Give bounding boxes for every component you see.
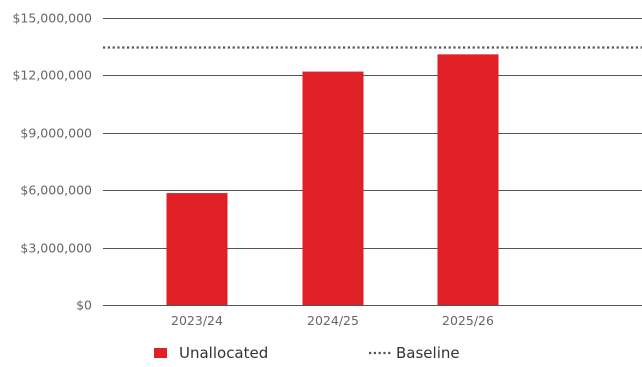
- y-tick-label: $12,000,000: [12, 68, 92, 83]
- x-tick-label: 2025/26: [442, 313, 494, 328]
- x-tick-label: 2023/24: [171, 313, 223, 328]
- legend-label-unallocated: Unallocated: [179, 344, 268, 362]
- legend: Unallocated Baseline: [154, 344, 460, 362]
- y-axis-ticks: $0 $3,000,000 $6,000,000 $9,000,000 $12,000,…: [12, 11, 92, 313]
- bars: [166, 54, 499, 305]
- bar-2024-25: [302, 71, 364, 305]
- y-tick-label: $15,000,000: [12, 11, 92, 26]
- legend-swatch-unallocated: [154, 348, 167, 358]
- legend-label-baseline: Baseline: [396, 344, 460, 362]
- y-tick-label: $0: [76, 298, 92, 313]
- x-tick-label: 2024/25: [307, 313, 359, 328]
- x-axis-ticks: 2023/24 2024/25 2025/26: [171, 313, 494, 328]
- y-tick-label: $9,000,000: [20, 126, 92, 141]
- y-tick-label: $6,000,000: [20, 183, 92, 198]
- bar-2023-24: [166, 193, 228, 305]
- y-tick-label: $3,000,000: [20, 241, 92, 256]
- bar-2025-26: [437, 54, 499, 305]
